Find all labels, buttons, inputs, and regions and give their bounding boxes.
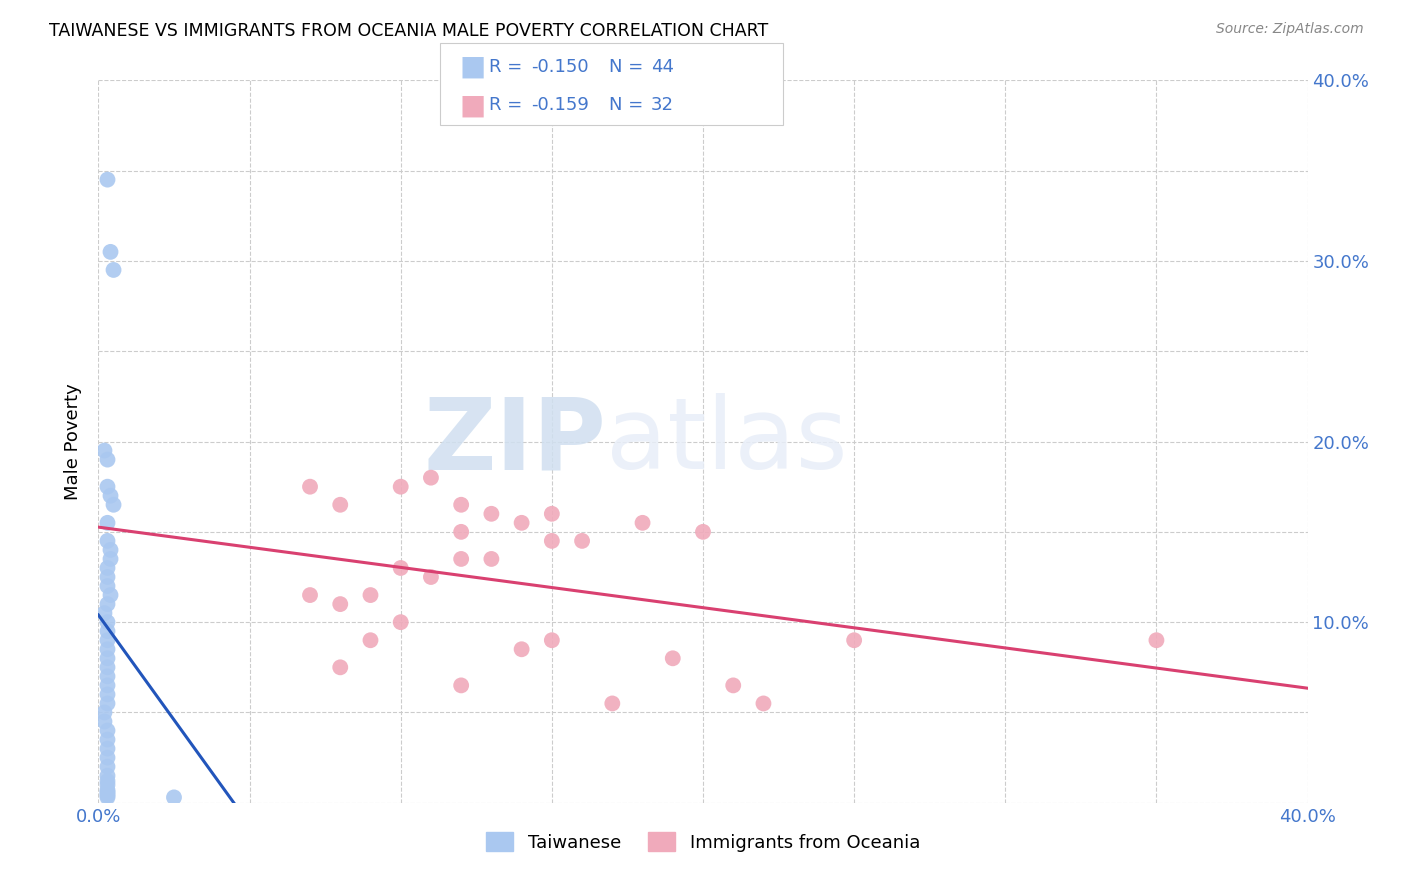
Text: R =: R = — [489, 58, 529, 76]
Point — [103, 498, 125, 512]
Point — [571, 533, 593, 548]
Text: atlas: atlas — [606, 393, 848, 490]
Point — [96, 669, 118, 683]
Point — [96, 651, 118, 665]
Point — [100, 588, 122, 602]
Point — [360, 633, 382, 648]
Point — [96, 687, 118, 701]
Point — [540, 507, 562, 521]
Point — [389, 615, 412, 630]
Point — [96, 633, 118, 648]
Text: ZIP: ZIP — [423, 393, 606, 490]
Text: ■: ■ — [460, 91, 486, 120]
Point — [93, 606, 115, 620]
Point — [100, 552, 122, 566]
Point — [100, 489, 122, 503]
Legend: Taiwanese, Immigrants from Oceania: Taiwanese, Immigrants from Oceania — [479, 825, 927, 859]
Text: N =: N = — [609, 96, 648, 114]
Point — [100, 542, 122, 557]
Point — [96, 774, 118, 789]
Point — [1144, 633, 1167, 648]
Point — [450, 678, 472, 692]
Point — [96, 778, 118, 792]
Point — [96, 615, 118, 630]
Point — [389, 561, 412, 575]
Point — [299, 588, 322, 602]
Point — [692, 524, 714, 539]
Point — [96, 452, 118, 467]
Point — [420, 471, 443, 485]
Point — [96, 783, 118, 797]
Point — [510, 516, 533, 530]
Point — [450, 552, 472, 566]
Point — [96, 785, 118, 799]
Point — [661, 651, 683, 665]
Point — [103, 263, 125, 277]
Point — [96, 697, 118, 711]
Text: ■: ■ — [460, 53, 486, 81]
Point — [93, 714, 115, 729]
Point — [96, 597, 118, 611]
Point — [96, 570, 118, 584]
Point — [752, 697, 775, 711]
Point — [96, 516, 118, 530]
Point — [420, 570, 443, 584]
Point — [96, 732, 118, 747]
Point — [450, 498, 472, 512]
Point — [96, 660, 118, 674]
Point — [93, 706, 115, 720]
Text: Source: ZipAtlas.com: Source: ZipAtlas.com — [1216, 22, 1364, 37]
Point — [96, 769, 118, 783]
Point — [96, 480, 118, 494]
Point — [96, 579, 118, 593]
Point — [96, 561, 118, 575]
Point — [96, 624, 118, 639]
Point — [540, 633, 562, 648]
Point — [96, 723, 118, 738]
Point — [93, 443, 115, 458]
Point — [163, 790, 186, 805]
Point — [481, 552, 503, 566]
Point — [96, 789, 118, 803]
Point — [96, 172, 118, 186]
Point — [723, 678, 745, 692]
Point — [96, 741, 118, 756]
Point — [329, 597, 352, 611]
Point — [329, 660, 352, 674]
Point — [631, 516, 654, 530]
Point — [329, 498, 352, 512]
Point — [389, 480, 412, 494]
Text: -0.150: -0.150 — [531, 58, 589, 76]
Point — [510, 642, 533, 657]
Point — [450, 524, 472, 539]
Text: R =: R = — [489, 96, 529, 114]
Point — [96, 787, 118, 801]
Point — [96, 533, 118, 548]
Point — [96, 750, 118, 764]
Text: 32: 32 — [651, 96, 673, 114]
Point — [481, 507, 503, 521]
Point — [540, 533, 562, 548]
Point — [844, 633, 866, 648]
Point — [96, 678, 118, 692]
Point — [299, 480, 322, 494]
Text: -0.159: -0.159 — [531, 96, 589, 114]
Text: 44: 44 — [651, 58, 673, 76]
Point — [96, 790, 118, 805]
Point — [602, 697, 624, 711]
Point — [96, 760, 118, 774]
Point — [100, 244, 122, 259]
Point — [96, 642, 118, 657]
Y-axis label: Male Poverty: Male Poverty — [65, 384, 83, 500]
Point — [360, 588, 382, 602]
Text: N =: N = — [609, 58, 648, 76]
Text: TAIWANESE VS IMMIGRANTS FROM OCEANIA MALE POVERTY CORRELATION CHART: TAIWANESE VS IMMIGRANTS FROM OCEANIA MAL… — [49, 22, 769, 40]
